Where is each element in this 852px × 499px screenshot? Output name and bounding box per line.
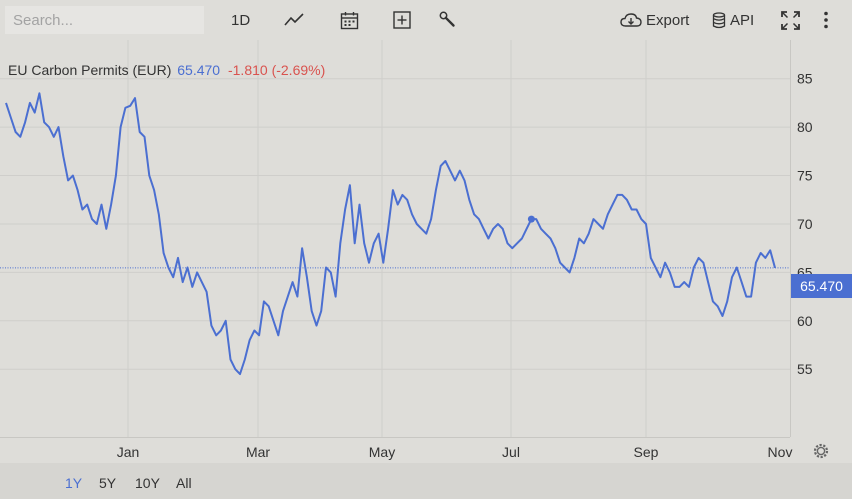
horizontal-gridlines	[0, 78, 790, 370]
interval-label: 1D	[231, 11, 251, 29]
x-tick-label: Sep	[634, 444, 659, 460]
chart-type-button[interactable]	[284, 8, 304, 32]
calendar-icon	[340, 11, 359, 29]
more-vertical-icon	[824, 11, 828, 29]
database-icon	[712, 11, 726, 28]
search-input[interactable]	[5, 6, 204, 34]
legend-change: -1.810 (-2.69%)	[227, 62, 326, 78]
tools-button[interactable]	[439, 8, 457, 32]
range-10y-button[interactable]: 10Y	[135, 475, 160, 491]
gear-icon	[813, 443, 829, 459]
y-tick-label: 55	[797, 361, 813, 377]
range-1y-button[interactable]: 1Y	[65, 475, 83, 491]
range-selector-bar: 1Y 5Y 10Y All	[0, 463, 852, 499]
export-button[interactable]: Export	[620, 8, 689, 32]
y-tick-label: 70	[797, 216, 813, 232]
y-tick-label: 80	[797, 119, 813, 135]
x-tick-label: Jul	[502, 444, 520, 460]
fullscreen-icon	[781, 10, 800, 30]
wrench-icon	[439, 11, 455, 27]
add-indicator-button[interactable]	[393, 8, 411, 32]
range-5y-button[interactable]: 5Y	[99, 475, 117, 491]
fullscreen-button[interactable]	[781, 8, 800, 32]
x-tick-label: Jan	[117, 444, 140, 460]
last-price-tag: 65.470	[791, 274, 852, 298]
interval-button[interactable]: 1D	[231, 8, 250, 32]
series-line	[5, 92, 776, 376]
cloud-download-icon	[620, 13, 642, 27]
legend-symbol-name: EU Carbon Permits (EUR)	[8, 62, 172, 78]
hover-marker	[527, 215, 535, 223]
toolbar: 1D	[0, 0, 852, 40]
api-label: API	[730, 11, 755, 29]
x-tick-label: Nov	[768, 444, 793, 460]
y-tick-label: 75	[797, 168, 813, 184]
chart-legend: EU Carbon Permits (EUR) 65.470 -1.810 (-…	[8, 62, 325, 78]
line-chart-icon	[284, 13, 304, 26]
export-label: Export	[646, 11, 690, 29]
more-button[interactable]	[822, 8, 830, 32]
legend-last-value: 65.470	[177, 62, 221, 78]
x-tick-label: May	[369, 444, 395, 460]
y-tick-label: 85	[797, 71, 813, 87]
api-button[interactable]: API	[712, 8, 754, 32]
x-axis-ticks: Jan Mar May Jul Sep Nov	[117, 444, 793, 460]
chart-settings-button[interactable]	[812, 442, 830, 465]
x-tick-label: Mar	[246, 444, 270, 460]
add-square-icon	[393, 11, 411, 29]
y-tick-label: 60	[797, 313, 813, 329]
range-all-button[interactable]: All	[176, 475, 192, 491]
calendar-button[interactable]	[340, 8, 359, 32]
